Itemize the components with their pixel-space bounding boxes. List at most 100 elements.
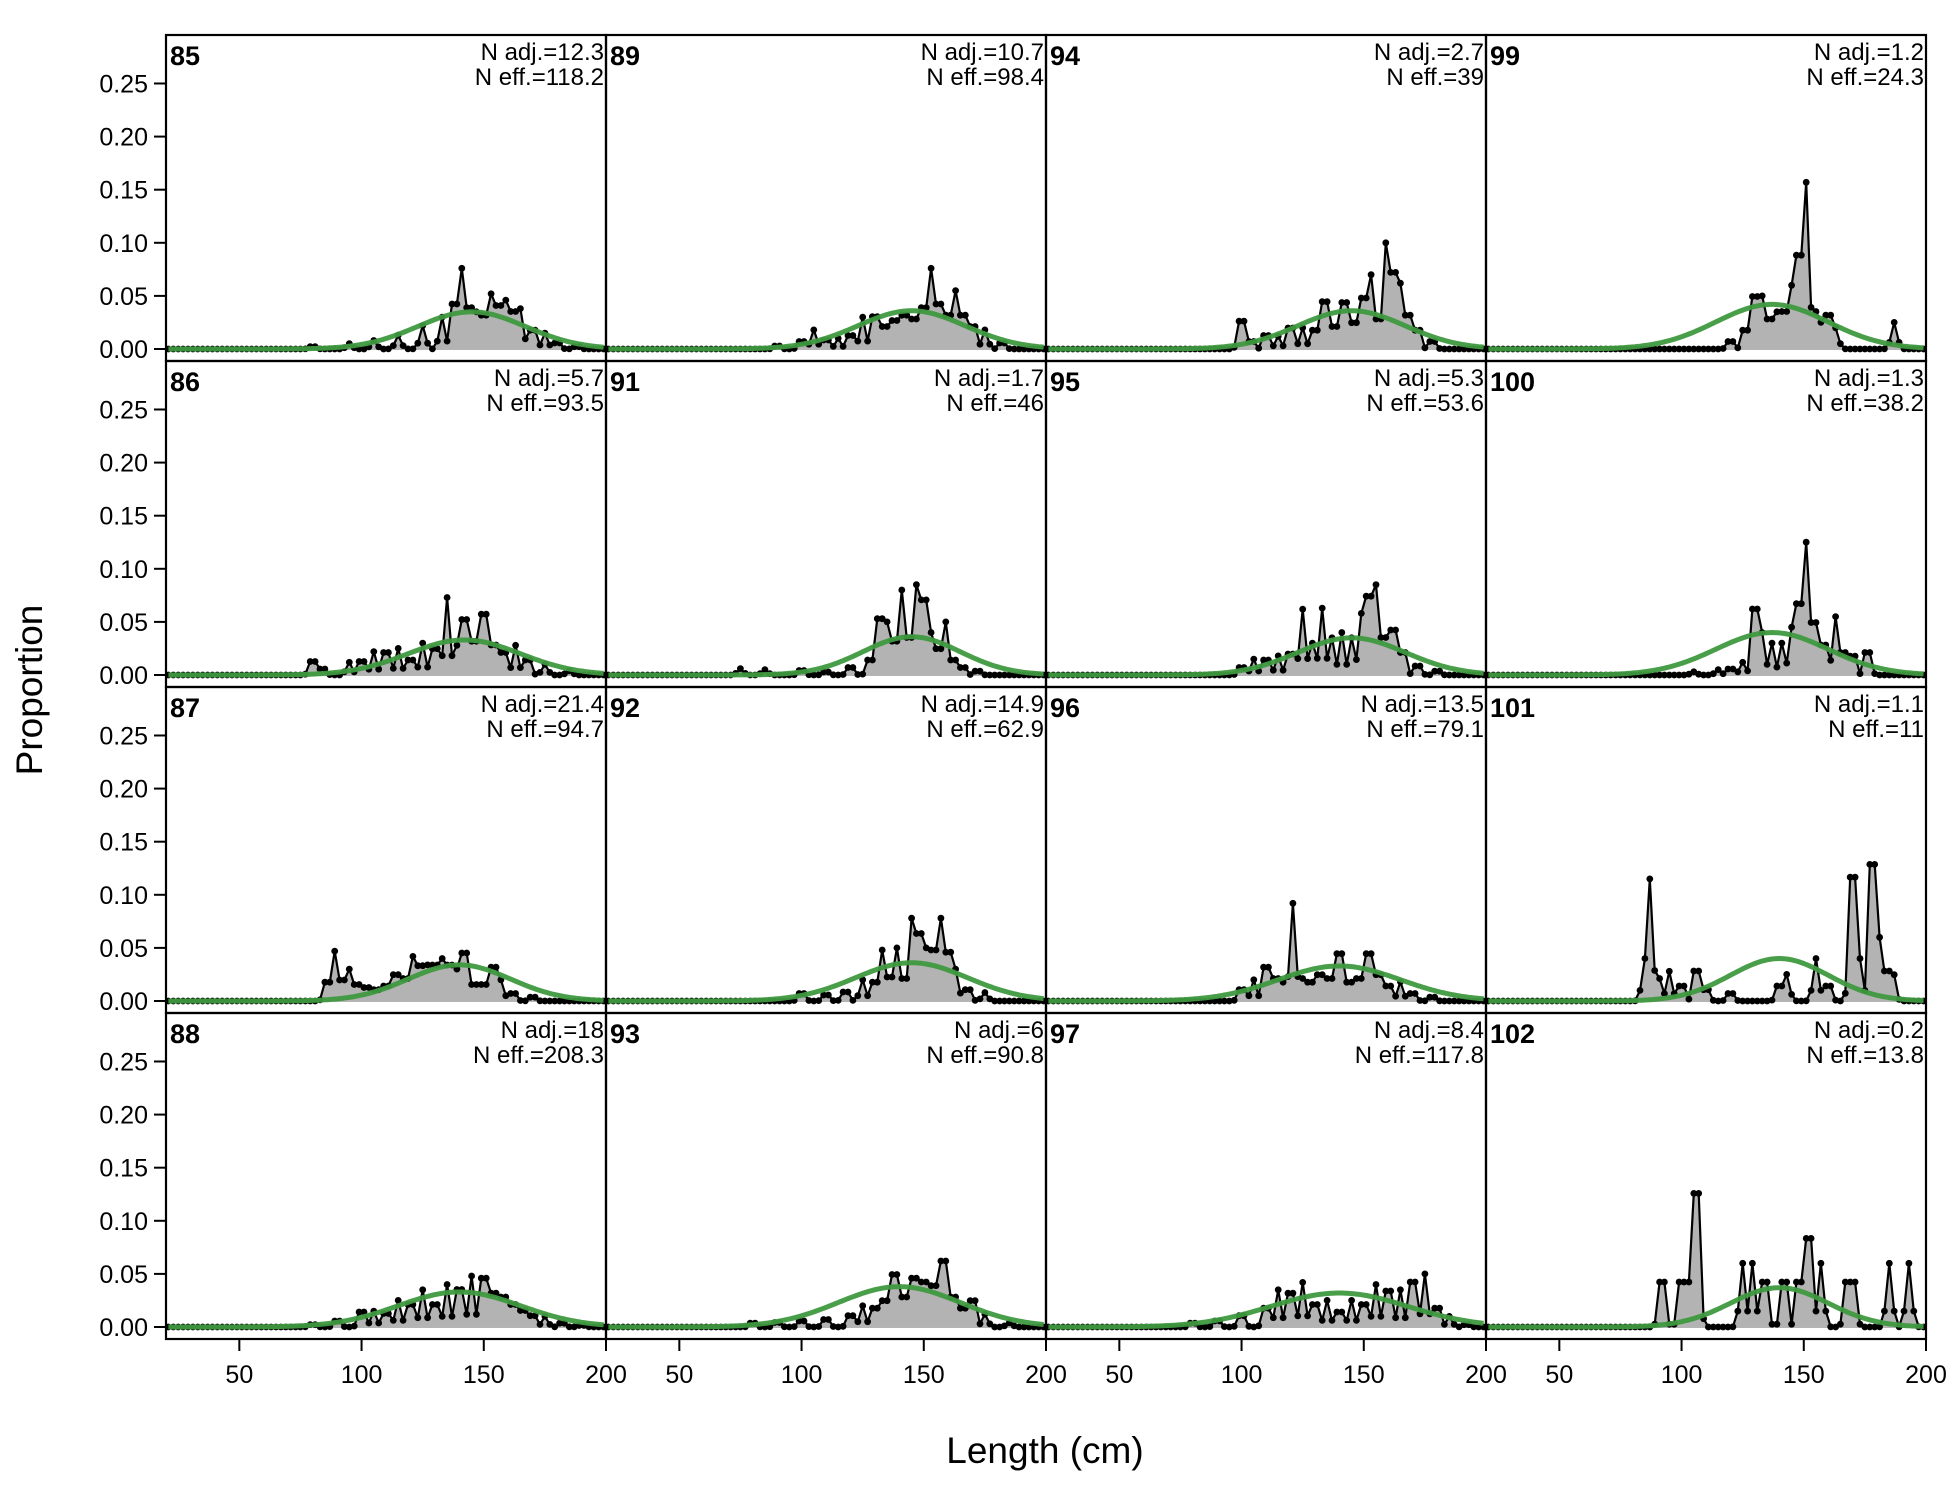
observed-point — [1401, 311, 1409, 319]
panel-102: 102 N adj.=0.2N eff.=13.8 — [1484, 1011, 1928, 1341]
observed-point — [409, 953, 417, 960]
observed-point — [1739, 326, 1747, 334]
observed-point — [355, 1308, 363, 1316]
observed-point — [927, 629, 935, 636]
observed-point — [1353, 1317, 1360, 1324]
observed-point — [878, 615, 886, 623]
observed-point — [1382, 1287, 1390, 1295]
observed-point — [1763, 1278, 1771, 1286]
observed-point — [922, 1278, 930, 1286]
observed-point — [1416, 662, 1424, 670]
panel-year-label: 88 — [170, 1019, 200, 1049]
observed-point — [1646, 875, 1654, 883]
n-adj-label: N adj.=14.9 — [921, 691, 1044, 718]
panel-86: 86 N adj.=5.7N eff.=93.5 — [164, 359, 608, 689]
observed-point — [893, 317, 901, 324]
observed-point — [1768, 1320, 1776, 1328]
y-tick-label: 0.00 — [99, 1314, 148, 1342]
observed-point — [1851, 345, 1859, 353]
n-eff-label: N eff.=117.8 — [1355, 1042, 1484, 1069]
observed-point — [482, 981, 490, 988]
observed-point — [1279, 342, 1287, 350]
expected-line — [1488, 956, 1924, 1004]
observed-point — [961, 986, 969, 994]
observed-point — [1357, 1301, 1365, 1308]
observed-point — [1714, 1323, 1722, 1331]
observed-point — [350, 981, 358, 988]
observed-point — [991, 1323, 999, 1331]
observed-area — [608, 918, 1044, 1001]
observed-point — [1426, 338, 1434, 345]
observed-point — [961, 311, 969, 319]
observed-point — [878, 323, 886, 330]
n-eff-label: N eff.=118.2 — [475, 64, 604, 91]
n-adj-label: N adj.=0.2 — [1814, 1017, 1924, 1044]
observed-point — [497, 649, 505, 656]
observed-point — [1216, 997, 1223, 1005]
observed-point — [947, 948, 955, 956]
observed-point — [869, 656, 876, 664]
y-tick-label: 0.05 — [99, 1261, 148, 1289]
observed-point — [556, 997, 563, 1005]
observed-point — [849, 997, 857, 1004]
observed-point — [1665, 967, 1673, 975]
observed-point — [932, 300, 940, 308]
observed-point — [1881, 967, 1888, 975]
observed-point — [458, 264, 466, 272]
observed-point — [898, 975, 906, 982]
observed-point — [903, 1293, 911, 1301]
observed-point — [1866, 861, 1874, 868]
observed-point — [404, 345, 412, 353]
y-tick-label: 0.00 — [99, 336, 148, 364]
n-eff-label: N eff.=39 — [1386, 64, 1484, 91]
panel-97: 97 N adj.=8.4N eff.=117.8 — [1044, 1011, 1488, 1341]
observed-point — [1812, 1307, 1820, 1315]
observed-point — [1846, 873, 1854, 881]
panel-year-label: 86 — [170, 367, 200, 397]
observed-point — [1685, 345, 1693, 353]
observed-point — [326, 978, 334, 986]
observed-point — [849, 332, 857, 339]
observed-point — [380, 345, 387, 353]
observed-point — [888, 317, 896, 324]
observed-point — [957, 1304, 964, 1312]
observed-point — [913, 1274, 920, 1282]
observed-point — [1382, 634, 1390, 641]
observed-point — [1279, 666, 1287, 674]
observed-point — [1734, 668, 1742, 676]
observed-point — [1793, 600, 1800, 608]
observed-point — [976, 1320, 984, 1328]
y-tick-label: 0.10 — [99, 230, 148, 258]
expected-line — [1048, 308, 1484, 352]
n-adj-label: N adj.=5.7 — [494, 365, 604, 392]
x-tick-label: 150 — [1343, 1361, 1385, 1389]
observed-point — [1333, 1308, 1341, 1316]
panel-year-label: 91 — [610, 367, 640, 397]
observed-point — [1343, 661, 1351, 668]
observed-point — [1406, 311, 1414, 319]
observed-point — [1768, 639, 1776, 647]
n-eff-label: N eff.=93.5 — [486, 390, 604, 417]
observed-point — [1724, 1323, 1732, 1331]
y-tick-label: 0.25 — [99, 1048, 148, 1076]
observed-point — [1783, 1278, 1791, 1286]
expected-line — [168, 1289, 604, 1330]
observed-point — [971, 1297, 979, 1305]
observed-point — [908, 315, 915, 323]
observed-point — [1455, 997, 1463, 1005]
observed-point — [1436, 1304, 1443, 1312]
observed-point — [375, 665, 383, 673]
observed-point — [1822, 311, 1830, 319]
observed-point — [1015, 345, 1023, 353]
observed-point — [341, 976, 348, 984]
observed-point — [937, 300, 945, 308]
observed-point — [1431, 1304, 1439, 1312]
y-tick-label: 0.10 — [99, 556, 148, 584]
observed-point — [908, 914, 915, 922]
observed-point — [976, 340, 984, 348]
observed-point — [898, 1293, 906, 1301]
observed-point — [541, 997, 549, 1005]
observed-point — [1328, 323, 1336, 330]
observed-point — [859, 670, 867, 678]
y-axis-title: Proportion — [9, 605, 50, 776]
